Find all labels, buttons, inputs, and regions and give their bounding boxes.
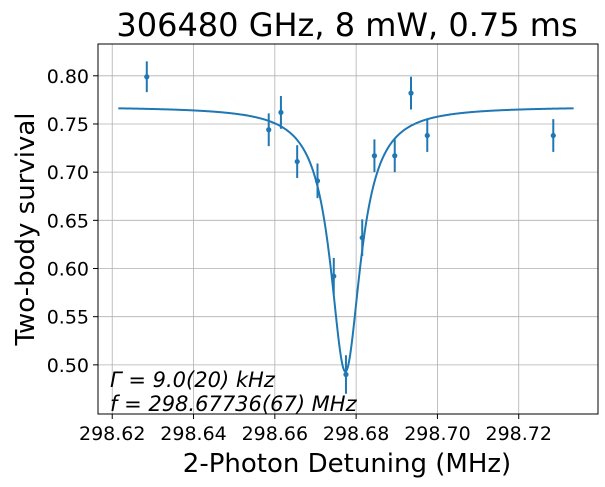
x-tick-label: 298.72 (485, 423, 551, 445)
point-marker (392, 153, 398, 159)
data-points (144, 61, 556, 394)
data-point (266, 113, 272, 147)
y-tick-label: 0.80 (47, 66, 89, 88)
chart-title: 306480 GHz, 8 mW, 0.75 ms (116, 6, 577, 44)
fit-line (118, 107, 574, 373)
point-marker (266, 127, 272, 133)
data-point (359, 219, 365, 256)
point-marker (144, 74, 150, 80)
data-point (550, 119, 556, 152)
x-tick-label: 298.70 (404, 423, 470, 445)
data-point (371, 139, 378, 173)
y-tick-label: 0.65 (47, 210, 89, 232)
data-point (392, 139, 398, 173)
y-tick-label: 0.70 (47, 162, 89, 184)
plot-frame (97, 43, 599, 415)
point-marker (359, 235, 365, 241)
x-tick-label: 298.68 (323, 423, 389, 445)
y-axis-label: Two-body survival (11, 112, 41, 346)
data-point (331, 257, 337, 295)
y-axis-ticks: 0.50 0.55 0.60 0.65 0.70 0.75 0.80 (47, 66, 98, 377)
annotation-gamma: Γ = 9.0(20) kHz (110, 368, 276, 392)
y-tick-label: 0.60 (47, 259, 89, 281)
x-tick-label: 298.64 (160, 423, 226, 445)
data-point (278, 96, 284, 129)
point-marker (314, 178, 321, 184)
data-point (424, 119, 430, 152)
x-axis-label: 2-Photon Detuning (MHz) (183, 449, 511, 479)
data-point (314, 163, 321, 199)
y-tick-label: 0.75 (47, 114, 89, 136)
data-point (144, 61, 150, 93)
x-axis-ticks: 298.62 298.64 298.66 298.68 298.70 298.72 (79, 414, 552, 445)
annotation-frequency: f = 298.67736(67) MHz (110, 392, 358, 416)
data-point (408, 76, 414, 110)
y-tick-label: 0.50 (47, 355, 89, 377)
point-marker (294, 158, 300, 165)
point-marker (550, 132, 556, 139)
data-point (294, 145, 300, 178)
x-tick-label: 298.62 (79, 423, 145, 445)
point-marker (331, 273, 337, 279)
data-point (343, 355, 349, 394)
point-marker (424, 132, 430, 139)
fit-curve (118, 107, 574, 373)
point-marker (371, 153, 378, 159)
point-marker (408, 90, 414, 96)
point-marker (343, 371, 349, 378)
x-tick-label: 298.66 (242, 423, 308, 445)
grid (98, 44, 598, 414)
y-tick-label: 0.55 (47, 307, 89, 329)
point-marker (278, 109, 284, 116)
